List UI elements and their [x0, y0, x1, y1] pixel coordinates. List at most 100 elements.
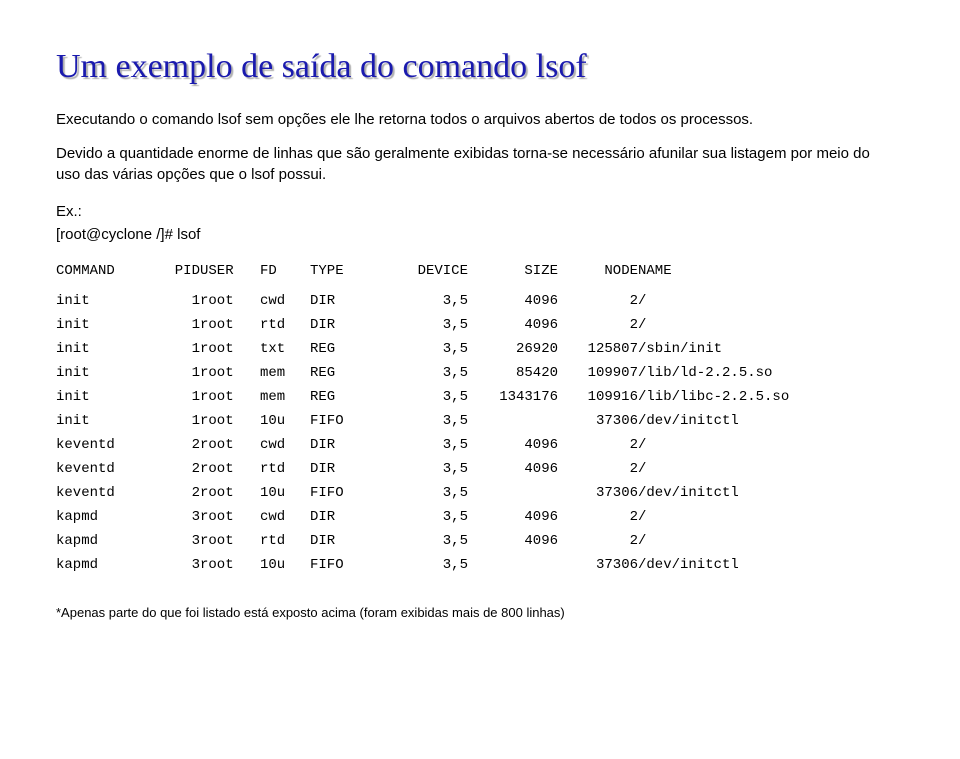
cell-size: 4096: [468, 289, 558, 313]
cell-user: root: [200, 409, 260, 433]
cell-pid: 1: [148, 385, 200, 409]
cell-pid: 3: [148, 553, 200, 577]
cell-command: init: [56, 409, 148, 433]
table-row: init 1 root txt REG 3,5 26920 125807 /sb…: [56, 337, 789, 361]
cell-fd: rtd: [260, 457, 310, 481]
cell-type: DIR: [310, 433, 370, 457]
cell-size: 4096: [468, 529, 558, 553]
cell-node: 109907: [558, 361, 638, 385]
cell-fd: 10u: [260, 481, 310, 505]
header-user: USER: [200, 259, 260, 289]
cell-device: 3,5: [370, 337, 468, 361]
cell-type: DIR: [310, 529, 370, 553]
cell-node: 2: [558, 505, 638, 529]
cell-device: 3,5: [370, 505, 468, 529]
cell-name: /: [638, 529, 789, 553]
cell-type: DIR: [310, 457, 370, 481]
intro-paragraph-2: Devido a quantidade enorme de linhas que…: [56, 144, 876, 185]
cell-size: 4096: [468, 313, 558, 337]
shell-prompt: [root@cyclone /]# lsof: [56, 226, 904, 243]
table-row: kapmd 3 root cwd DIR 3,5 4096 2 /: [56, 505, 789, 529]
table-row: keventd 2 root 10u FIFO 3,5 37306 /dev/i…: [56, 481, 789, 505]
cell-user: root: [200, 337, 260, 361]
cell-node: 37306: [558, 553, 638, 577]
cell-size: 85420: [468, 361, 558, 385]
cell-name: /: [638, 313, 789, 337]
example-label: Ex.:: [56, 203, 904, 220]
cell-command: keventd: [56, 481, 148, 505]
cell-node: 125807: [558, 337, 638, 361]
cell-device: 3,5: [370, 529, 468, 553]
cell-fd: cwd: [260, 289, 310, 313]
table-row: kapmd 3 root 10u FIFO 3,5 37306 /dev/ini…: [56, 553, 789, 577]
cell-type: DIR: [310, 313, 370, 337]
cell-size: 4096: [468, 505, 558, 529]
cell-node: 2: [558, 457, 638, 481]
cell-command: init: [56, 289, 148, 313]
lsof-output-table: COMMAND PID USER FD TYPE DEVICE SIZE NOD…: [56, 259, 789, 577]
footnote: *Apenas parte do que foi listado está ex…: [56, 605, 904, 620]
cell-name: /dev/initctl: [638, 409, 789, 433]
cell-type: REG: [310, 385, 370, 409]
cell-pid: 2: [148, 481, 200, 505]
cell-fd: mem: [260, 361, 310, 385]
header-device: DEVICE: [370, 259, 468, 289]
cell-pid: 3: [148, 505, 200, 529]
cell-type: DIR: [310, 289, 370, 313]
cell-command: kapmd: [56, 505, 148, 529]
cell-device: 3,5: [370, 289, 468, 313]
header-fd: FD: [260, 259, 310, 289]
cell-size: 4096: [468, 457, 558, 481]
cell-type: REG: [310, 361, 370, 385]
cell-name: /sbin/init: [638, 337, 789, 361]
cell-node: 2: [558, 433, 638, 457]
cell-command: kapmd: [56, 553, 148, 577]
cell-command: init: [56, 385, 148, 409]
cell-user: root: [200, 385, 260, 409]
cell-type: DIR: [310, 505, 370, 529]
cell-command: kapmd: [56, 529, 148, 553]
cell-fd: cwd: [260, 505, 310, 529]
table-row: init 1 root cwd DIR 3,5 4096 2 /: [56, 289, 789, 313]
cell-node: 2: [558, 529, 638, 553]
cell-type: REG: [310, 337, 370, 361]
cell-command: keventd: [56, 433, 148, 457]
cell-fd: 10u: [260, 553, 310, 577]
cell-command: init: [56, 361, 148, 385]
cell-name: /lib/ld-2.2.5.so: [638, 361, 789, 385]
cell-fd: 10u: [260, 409, 310, 433]
header-node: NODE: [558, 259, 638, 289]
cell-pid: 1: [148, 361, 200, 385]
cell-name: /dev/initctl: [638, 481, 789, 505]
cell-user: root: [200, 505, 260, 529]
cell-device: 3,5: [370, 433, 468, 457]
cell-device: 3,5: [370, 553, 468, 577]
cell-user: root: [200, 289, 260, 313]
cell-pid: 2: [148, 457, 200, 481]
cell-pid: 1: [148, 289, 200, 313]
cell-pid: 3: [148, 529, 200, 553]
cell-device: 3,5: [370, 385, 468, 409]
table-row: init 1 root mem REG 3,5 1343176 109916 /…: [56, 385, 789, 409]
header-name: NAME: [638, 259, 789, 289]
cell-size: 1343176: [468, 385, 558, 409]
cell-device: 3,5: [370, 313, 468, 337]
cell-fd: mem: [260, 385, 310, 409]
cell-command: init: [56, 313, 148, 337]
table-row: init 1 root mem REG 3,5 85420 109907 /li…: [56, 361, 789, 385]
cell-name: /dev/initctl: [638, 553, 789, 577]
cell-size: [468, 409, 558, 433]
cell-user: root: [200, 529, 260, 553]
header-type: TYPE: [310, 259, 370, 289]
header-pid: PID: [148, 259, 200, 289]
cell-device: 3,5: [370, 457, 468, 481]
cell-fd: cwd: [260, 433, 310, 457]
table-row: init 1 root rtd DIR 3,5 4096 2 /: [56, 313, 789, 337]
cell-fd: rtd: [260, 313, 310, 337]
cell-device: 3,5: [370, 361, 468, 385]
cell-user: root: [200, 433, 260, 457]
cell-pid: 2: [148, 433, 200, 457]
cell-device: 3,5: [370, 481, 468, 505]
table-row: keventd 2 root rtd DIR 3,5 4096 2 /: [56, 457, 789, 481]
page-title: Um exemplo de saída do comando lsof: [56, 48, 904, 86]
